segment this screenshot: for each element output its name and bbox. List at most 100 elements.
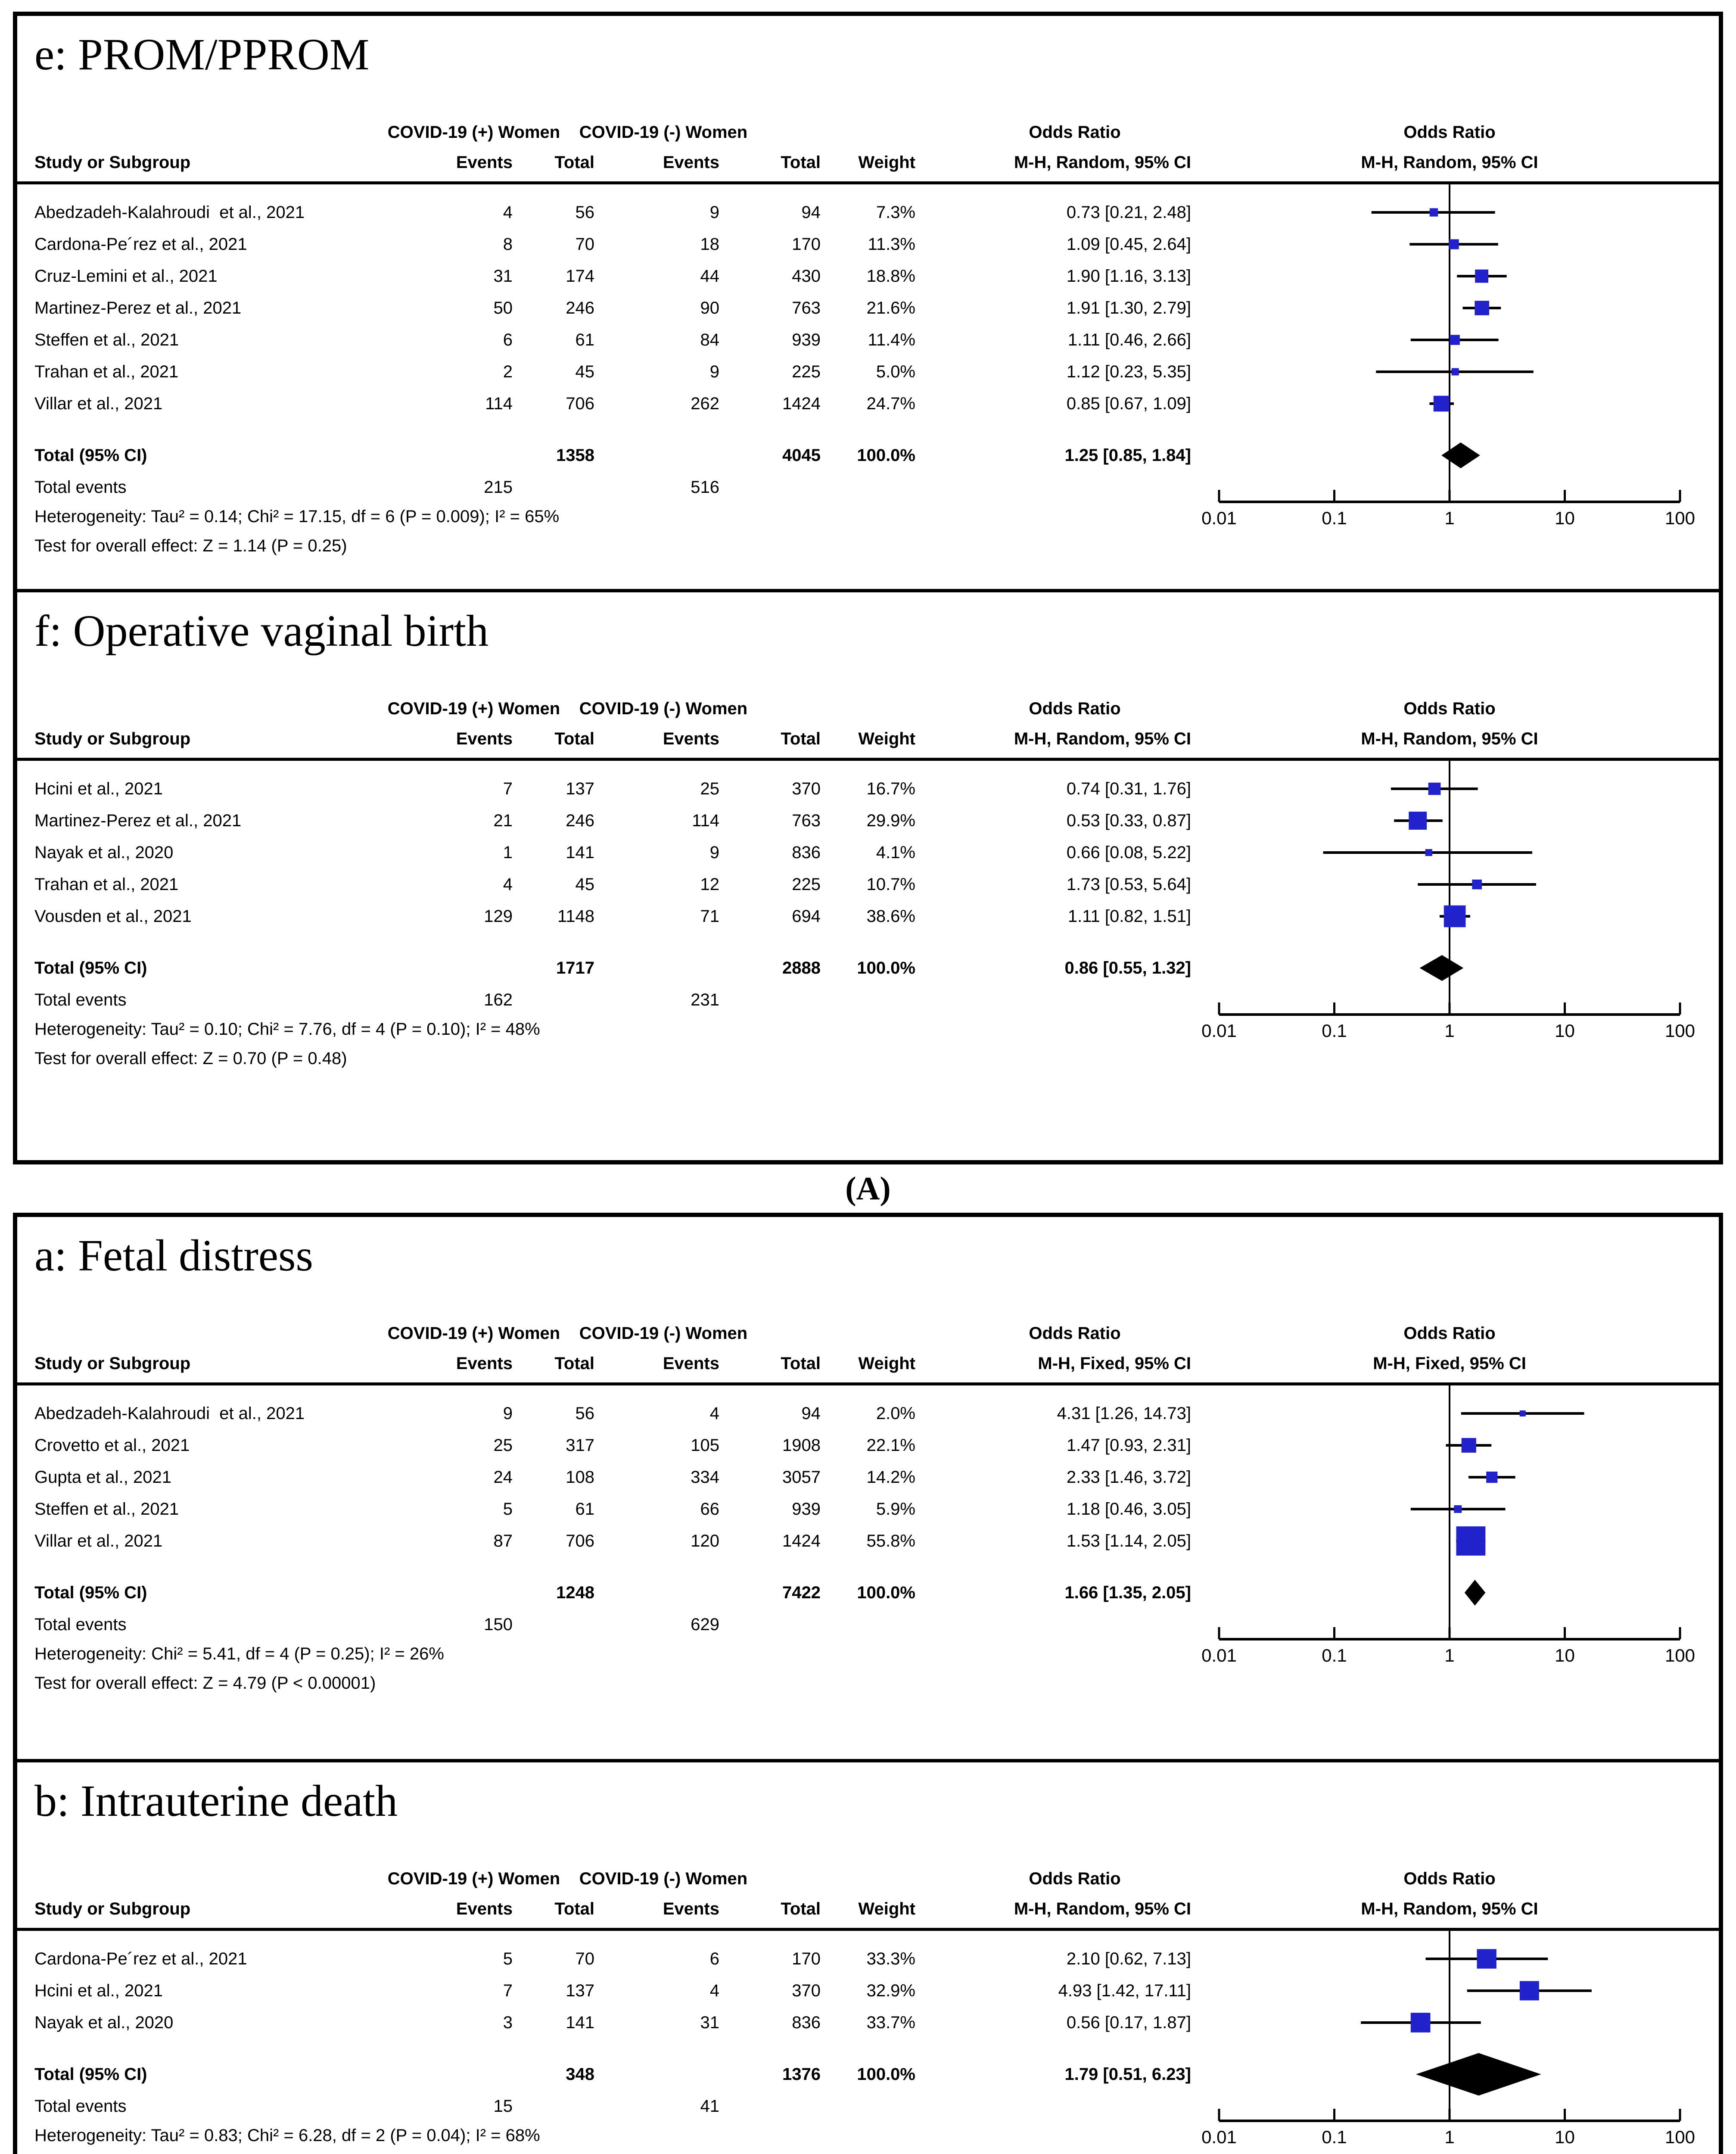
or-marker bbox=[1410, 2013, 1431, 2033]
events-negative: 4 bbox=[709, 1981, 719, 2000]
axis-tick-label: 1 bbox=[1444, 508, 1454, 528]
study-name: Hcini et al., 2021 bbox=[34, 779, 163, 798]
total-positive: 706 bbox=[566, 1531, 594, 1550]
weight-value: 2.0% bbox=[876, 1404, 915, 1423]
events-positive: 25 bbox=[493, 1436, 513, 1455]
total-positive-sum: 348 bbox=[566, 2065, 594, 2084]
odds-ratio-header: Odds Ratio bbox=[1029, 699, 1121, 718]
method-plot-header: M-H, Fixed, 95% CI bbox=[1373, 1354, 1526, 1373]
or-ci-value: 0.53 [0.33, 0.87] bbox=[1066, 811, 1191, 830]
events-negative: 9 bbox=[709, 362, 719, 381]
axis-tick-label: 0.1 bbox=[1322, 1645, 1347, 1665]
total-positive: 141 bbox=[566, 843, 594, 862]
total-negative: 1908 bbox=[782, 1436, 821, 1455]
axis-tick-label: 0.1 bbox=[1322, 508, 1347, 528]
events-negative: 84 bbox=[700, 330, 720, 349]
or-ci-value: 1.12 [0.23, 5.35] bbox=[1066, 362, 1191, 381]
forest-plot: 0.01 0.1 1 10 100 bbox=[1201, 1931, 1695, 2147]
study-name: Abedzadeh-Kalahroudi et al., 2021 bbox=[34, 1404, 305, 1423]
events-negative: 105 bbox=[691, 1436, 719, 1455]
total-negative-sum: 4045 bbox=[782, 446, 821, 465]
events2-column-header: Events bbox=[663, 1354, 719, 1373]
events2-column-header: Events bbox=[663, 729, 719, 748]
axis-tick-label: 0.01 bbox=[1201, 2127, 1237, 2147]
total-positive: 1148 bbox=[557, 907, 594, 926]
axis-tick-label: 0.01 bbox=[1201, 1645, 1237, 1665]
or-ci-value: 1.11 [0.82, 1.51] bbox=[1067, 907, 1191, 926]
group1-header: COVID-19 (+) Women bbox=[387, 123, 560, 142]
events-negative: 262 bbox=[691, 394, 719, 413]
group-label-A: (A) bbox=[845, 1170, 891, 1207]
events-positive: 5 bbox=[503, 1500, 513, 1519]
study-name: Trahan et al., 2021 bbox=[34, 362, 179, 381]
total-negative-sum: 1376 bbox=[782, 2065, 821, 2084]
total-negative: 430 bbox=[792, 267, 821, 286]
or-ci-value: 0.66 [0.08, 5.22] bbox=[1066, 843, 1191, 862]
forest-plot: 0.01 0.1 1 10 100 bbox=[1201, 184, 1695, 528]
or-marker bbox=[1449, 239, 1459, 249]
total-positive: 108 bbox=[566, 1468, 594, 1487]
method-plot-header: M-H, Random, 95% CI bbox=[1361, 153, 1538, 172]
method-plot-header: M-H, Random, 95% CI bbox=[1361, 729, 1538, 748]
total2-column-header: Total bbox=[781, 1899, 821, 1918]
weight-value: 5.0% bbox=[876, 362, 915, 381]
events-positive: 9 bbox=[503, 1404, 513, 1423]
total-events-label: Total events bbox=[34, 2097, 127, 2116]
axis-tick-label: 100 bbox=[1665, 1645, 1695, 1665]
total-positive: 174 bbox=[566, 267, 594, 286]
panel-title: e: PROM/PPROM bbox=[34, 30, 370, 79]
study-name: Villar et al., 2021 bbox=[34, 394, 163, 413]
study-column-header: Study or Subgroup bbox=[34, 1899, 191, 1918]
or-marker bbox=[1486, 1471, 1498, 1483]
or-ci-value: 1.53 [1.14, 2.05] bbox=[1066, 1531, 1191, 1550]
odds-ratio-header: Odds Ratio bbox=[1029, 123, 1121, 142]
events-negative: 120 bbox=[691, 1531, 719, 1550]
or-marker bbox=[1475, 301, 1489, 315]
group2-header: COVID-19 (-) Women bbox=[579, 123, 748, 142]
or-ci-value: 1.90 [1.16, 3.13] bbox=[1066, 267, 1191, 286]
or-ci-value: 0.85 [0.67, 1.09] bbox=[1066, 394, 1191, 413]
events-positive: 50 bbox=[493, 299, 513, 317]
heterogeneity-text: Heterogeneity: Tau² = 0.83; Chi² = 6.28,… bbox=[34, 2126, 540, 2145]
axis-tick-label: 10 bbox=[1555, 2127, 1575, 2147]
axis-tick-label: 100 bbox=[1665, 1021, 1695, 1041]
total-negative: 170 bbox=[792, 235, 821, 254]
summary-diamond bbox=[1416, 2053, 1541, 2096]
total-events-positive: 215 bbox=[484, 478, 513, 497]
odds-ratio-plot-header: Odds Ratio bbox=[1403, 123, 1496, 142]
total-label: Total (95% CI) bbox=[34, 2065, 147, 2084]
odds-ratio-plot-header: Odds Ratio bbox=[1403, 699, 1496, 718]
study-name: Martinez-Perez et al., 2021 bbox=[34, 299, 242, 317]
total-or-ci: 1.25 [0.85, 1.84] bbox=[1064, 446, 1191, 465]
total-events-positive: 162 bbox=[484, 990, 513, 1009]
events-positive: 5 bbox=[503, 1949, 513, 1968]
events-positive: 2 bbox=[503, 362, 513, 381]
weight-value: 21.6% bbox=[866, 299, 915, 317]
or-ci-value: 0.73 [0.21, 2.48] bbox=[1066, 203, 1191, 222]
total-negative: 939 bbox=[792, 1500, 821, 1519]
heterogeneity-text: Heterogeneity: Tau² = 0.10; Chi² = 7.76,… bbox=[34, 1020, 540, 1039]
heterogeneity-text: Heterogeneity: Tau² = 0.14; Chi² = 17.15… bbox=[34, 507, 560, 526]
events-positive: 87 bbox=[493, 1531, 513, 1550]
events-negative: 4 bbox=[709, 1404, 719, 1423]
events-negative: 90 bbox=[700, 299, 720, 317]
events-negative: 66 bbox=[700, 1500, 720, 1519]
or-marker bbox=[1409, 812, 1427, 830]
forest-panel: f: Operative vaginal birth COVID-19 (+) W… bbox=[17, 592, 1719, 1160]
total-negative: 370 bbox=[792, 1981, 821, 2000]
total-negative-sum: 7422 bbox=[782, 1583, 821, 1602]
total-positive: 56 bbox=[575, 203, 595, 222]
events1-column-header: Events bbox=[456, 1354, 513, 1373]
total1-column-header: Total bbox=[554, 1354, 594, 1373]
axis-tick-label: 0.01 bbox=[1201, 508, 1237, 528]
events-positive: 1 bbox=[503, 843, 513, 862]
total2-column-header: Total bbox=[781, 729, 821, 748]
total-events-label: Total events bbox=[34, 1615, 127, 1634]
events-negative: 31 bbox=[700, 2013, 720, 2032]
total-positive: 141 bbox=[566, 2013, 594, 2032]
or-marker bbox=[1425, 849, 1432, 856]
method-plot-header: M-H, Random, 95% CI bbox=[1361, 1899, 1538, 1918]
total-events-negative: 629 bbox=[691, 1615, 719, 1634]
method-column-header: M-H, Random, 95% CI bbox=[1014, 153, 1191, 172]
total-positive: 61 bbox=[575, 330, 595, 349]
